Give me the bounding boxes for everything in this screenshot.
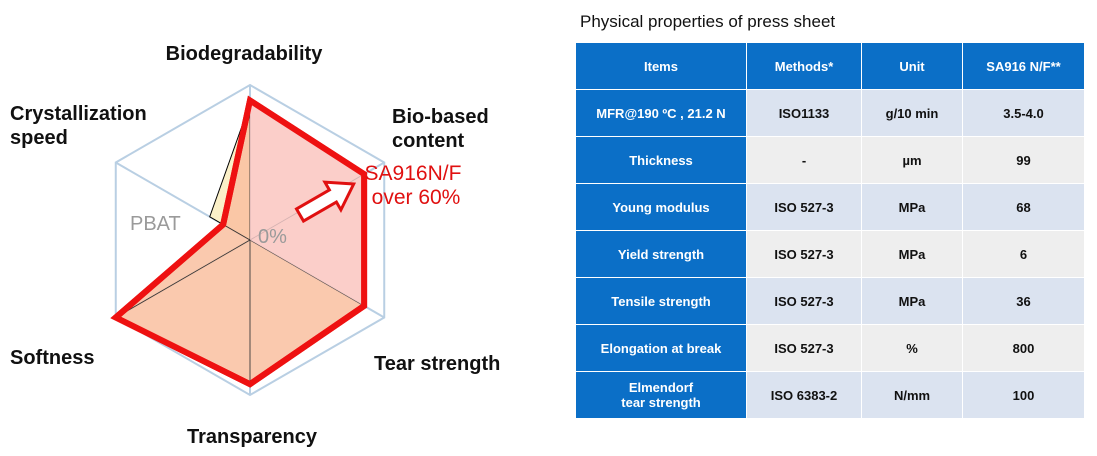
cell-item: Young modulus: [575, 183, 747, 231]
axis-labels: Biodegradability Bio-based content Tear str…: [10, 43, 500, 448]
radar-series: [110, 95, 368, 388]
cell-method: ISO 527-3: [746, 277, 862, 325]
axis-label-biodegradability: Biodegradability: [166, 43, 324, 65]
cell-unit: µm: [861, 136, 963, 184]
sa916-annotation-line2: over 60%: [372, 186, 461, 209]
table-row: Elmendorf tear strength ISO 6383-2 N/mm 100: [575, 371, 1085, 419]
axis-label-tear-strength: Tear strength: [374, 353, 500, 375]
table-row: MFR@190 ºC , 21.2 N ISO1133 g/10 min 3.5-4.…: [575, 89, 1085, 137]
increase-arrow-icon: [294, 180, 357, 224]
table-row: Tensile strength ISO 527-3 MPa 36: [575, 277, 1085, 325]
cell-unit: MPa: [861, 183, 963, 231]
inner-spoke: [222, 224, 251, 241]
radar-chart: Biodegradability Bio-based content Tear str…: [10, 43, 500, 448]
cell-item: Yield strength: [575, 230, 747, 278]
cell-item: Elmendorf tear strength: [575, 371, 747, 419]
axis-label-softness: Softness: [10, 347, 94, 369]
cell-value: 6: [962, 230, 1085, 278]
cell-unit: N/mm: [861, 371, 963, 419]
table-row: Elongation at break ISO 527-3% 800: [575, 324, 1085, 372]
cell-value: 68: [962, 183, 1085, 231]
header-methods: Methods*: [746, 42, 862, 90]
cell-item: MFR@190 ºC , 21.2 N: [575, 89, 747, 137]
inner-spoke: [115, 239, 251, 318]
table-row: Young modulus ISO 527-3 MPa 68: [575, 183, 1085, 231]
cell-item: Tensile strength: [575, 277, 747, 325]
cell-value: 36: [962, 277, 1085, 325]
cell-method: ISO 527-3: [746, 230, 862, 278]
axis-label-crystallization-speed: Crystallization speed: [10, 103, 147, 149]
cell-method: -: [746, 136, 862, 184]
cell-value: 800: [962, 324, 1085, 372]
sa916-annotation-line1: SA916N/F: [365, 162, 462, 185]
properties-table: Items Methods* Unit SA916 N/F** MFR@190 …: [575, 42, 1085, 419]
cell-unit: MPa: [861, 277, 963, 325]
cell-value: 99: [962, 136, 1085, 184]
pbat-label: PBAT: [130, 213, 181, 235]
cell-value: 3.5-4.0: [962, 89, 1085, 137]
axis-label-bio-based-content: Bio-based content: [392, 106, 489, 152]
cell-method: ISO 6383-2: [746, 371, 862, 419]
axis-label-transparency: Transparency: [187, 426, 318, 448]
table-row: Thickness - µm 99: [575, 136, 1085, 184]
cell-unit: g/10 min: [861, 89, 963, 137]
table-title: Physical properties of press sheet: [580, 12, 836, 31]
cell-method: ISO1133: [746, 89, 862, 137]
header-items: Items: [575, 42, 747, 90]
series-sa916-outline: [110, 95, 368, 388]
cell-unit: %: [861, 324, 963, 372]
cell-method: ISO 527-3: [746, 183, 862, 231]
cell-method: ISO 527-3: [746, 324, 862, 372]
table-row: Yield strength ISO 527-3 MPa 6: [575, 230, 1085, 278]
cell-item: Thickness: [575, 136, 747, 184]
header-unit: Unit: [861, 42, 963, 90]
zero-percent-label: 0%: [258, 226, 287, 248]
cell-unit: MPa: [861, 230, 963, 278]
header-sa916: SA916 N/F**: [962, 42, 1085, 90]
cell-value: 100: [962, 371, 1085, 419]
cell-item: Elongation at break: [575, 324, 747, 372]
table-header-row: Items Methods* Unit SA916 N/F**: [575, 42, 1085, 90]
